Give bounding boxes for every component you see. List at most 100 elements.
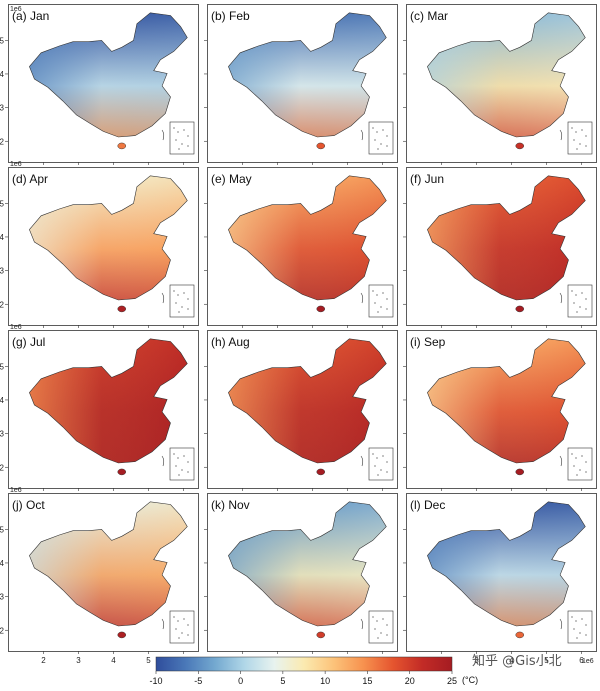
x-tick-label: 3 bbox=[474, 656, 479, 665]
map-outline bbox=[427, 175, 586, 301]
map-outline bbox=[228, 338, 387, 464]
hainan-island bbox=[316, 142, 326, 150]
inset-island bbox=[377, 148, 379, 150]
inset-island bbox=[177, 620, 179, 622]
inset-island bbox=[386, 145, 388, 147]
inset-island bbox=[382, 618, 384, 620]
taiwan-outline bbox=[559, 618, 563, 630]
inset-island bbox=[183, 618, 185, 620]
inset-island bbox=[382, 129, 384, 131]
panel-label: (j) Oct bbox=[12, 498, 45, 512]
inset-island bbox=[573, 628, 575, 630]
taiwan-outline bbox=[161, 455, 165, 467]
inset-island bbox=[575, 131, 577, 133]
hainan-island bbox=[515, 631, 525, 639]
inset-island bbox=[382, 292, 384, 294]
y-tick-label: 4 bbox=[0, 70, 5, 79]
panel-label: (k) Nov bbox=[211, 498, 250, 512]
inset-island bbox=[579, 632, 581, 634]
inset-island bbox=[187, 135, 189, 137]
inset-island bbox=[374, 465, 376, 467]
inset-island bbox=[372, 453, 374, 455]
y-exponent: 1e6 bbox=[10, 6, 22, 13]
inset-island bbox=[175, 302, 177, 304]
inset-island bbox=[175, 139, 177, 141]
south-china-sea-inset bbox=[169, 447, 195, 481]
taiwan-outline bbox=[360, 618, 364, 630]
colorbar-tick-label: 0 bbox=[238, 676, 243, 686]
taiwan-outline bbox=[360, 129, 364, 141]
colorbar-tick-label: 10 bbox=[320, 676, 330, 686]
inset-island bbox=[386, 135, 388, 137]
map-outline bbox=[29, 338, 188, 464]
south-china-sea-inset bbox=[567, 447, 593, 481]
y-tick-label: 4 bbox=[0, 559, 5, 568]
panel-dec: 234561e6(l) Dec bbox=[403, 493, 597, 665]
colorbar-unit: (°C) bbox=[462, 675, 478, 685]
panel-jun: (f) Jun bbox=[403, 167, 597, 328]
y-exponent: 1e6 bbox=[10, 324, 22, 331]
y-tick-label: 3 bbox=[0, 104, 5, 113]
inset-island bbox=[183, 129, 185, 131]
inset-island bbox=[178, 637, 180, 639]
x-tick-label: 2 bbox=[41, 656, 46, 665]
south-china-sea-inset bbox=[567, 610, 593, 644]
inset-island bbox=[575, 620, 577, 622]
inset-island bbox=[178, 311, 180, 313]
inset-island bbox=[183, 455, 185, 457]
hainan-island bbox=[117, 468, 127, 476]
inset-island bbox=[380, 469, 382, 471]
map-outline bbox=[228, 12, 387, 138]
inset-island bbox=[178, 148, 180, 150]
inset-island bbox=[376, 294, 378, 296]
south-china-sea-inset bbox=[169, 121, 195, 155]
inset-island bbox=[181, 143, 183, 145]
inset-island bbox=[581, 618, 583, 620]
taiwan-outline bbox=[161, 618, 165, 630]
inset-island bbox=[576, 474, 578, 476]
panel-label: (c) Mar bbox=[410, 9, 448, 23]
south-china-sea-inset bbox=[368, 610, 394, 644]
map-outline bbox=[228, 501, 387, 627]
panel-may: (e) May bbox=[204, 167, 398, 328]
panel-feb: (b) Feb bbox=[204, 4, 398, 165]
inset-island bbox=[374, 628, 376, 630]
inset-island bbox=[377, 311, 379, 313]
y-tick-label: 2 bbox=[0, 626, 5, 635]
inset-island bbox=[181, 469, 183, 471]
y-tick-label: 3 bbox=[0, 593, 5, 602]
inset-island bbox=[377, 474, 379, 476]
y-tick-label: 4 bbox=[0, 396, 5, 405]
y-tick-label: 2 bbox=[0, 463, 5, 472]
y-tick-label: 2 bbox=[0, 300, 5, 309]
hainan-island bbox=[515, 142, 525, 150]
inset-island bbox=[585, 145, 587, 147]
inset-island bbox=[173, 127, 175, 129]
inset-island bbox=[581, 455, 583, 457]
inset-island bbox=[585, 624, 587, 626]
panel-label: (h) Aug bbox=[211, 335, 250, 349]
inset-island bbox=[579, 306, 581, 308]
colorbar-tick-label: 25 bbox=[447, 676, 457, 686]
inset-island bbox=[585, 461, 587, 463]
inset-island bbox=[181, 306, 183, 308]
map-outline bbox=[29, 175, 188, 301]
inset-island bbox=[178, 474, 180, 476]
inset-island bbox=[187, 471, 189, 473]
map-outline bbox=[29, 501, 188, 627]
taiwan-outline bbox=[559, 455, 563, 467]
hainan-island bbox=[117, 631, 127, 639]
panel-label: (a) Jan bbox=[12, 9, 49, 23]
hainan-island bbox=[316, 305, 326, 313]
inset-island bbox=[173, 453, 175, 455]
south-china-sea-inset bbox=[567, 284, 593, 318]
inset-island bbox=[377, 637, 379, 639]
panel-mar: (c) Mar bbox=[403, 4, 597, 165]
taiwan-outline bbox=[360, 292, 364, 304]
y-tick-label: 5 bbox=[0, 362, 5, 371]
x-tick-label: 4 bbox=[111, 656, 116, 665]
south-china-sea-inset bbox=[169, 610, 195, 644]
x-tick-label: 5 bbox=[146, 656, 151, 665]
